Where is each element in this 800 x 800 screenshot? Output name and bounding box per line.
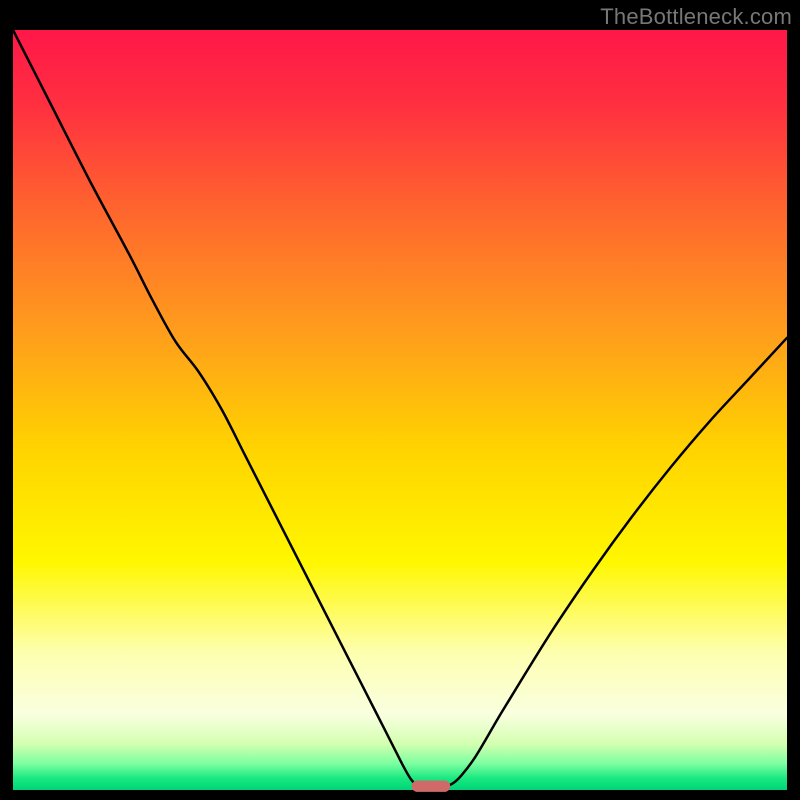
plot-background bbox=[13, 30, 787, 790]
watermark-text: TheBottleneck.com bbox=[600, 4, 792, 30]
chart-svg bbox=[0, 0, 800, 800]
optimal-marker bbox=[412, 781, 451, 792]
bottleneck-chart: TheBottleneck.com bbox=[0, 0, 800, 800]
